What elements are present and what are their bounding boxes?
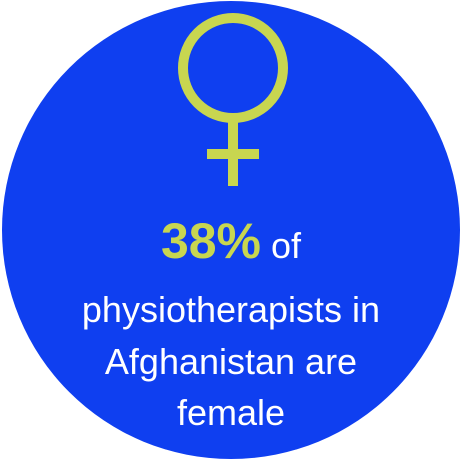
- female-symbol-ring: [178, 13, 288, 123]
- stat-suffix: of: [271, 225, 302, 266]
- stat-line-3: Afghanistan are: [104, 341, 358, 382]
- female-symbol-icon: [178, 13, 288, 186]
- stat-percentage: 38%: [160, 213, 262, 269]
- stat-line-2: physiotherapists in: [81, 289, 381, 330]
- stat-headline: 38% of: [0, 206, 462, 289]
- stat-line-4: female: [176, 392, 286, 433]
